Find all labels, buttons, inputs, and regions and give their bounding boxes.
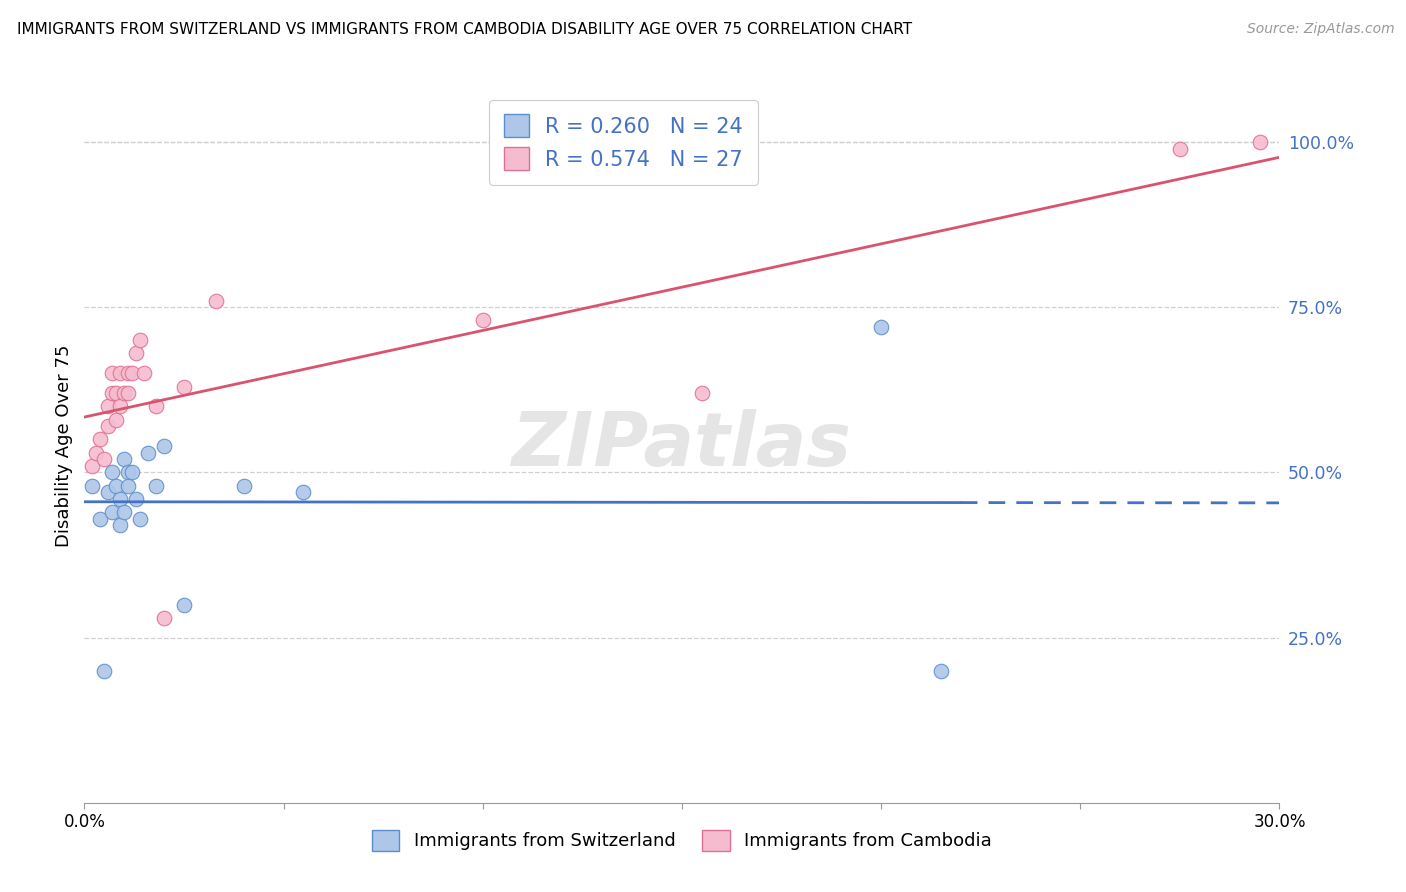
Point	[292, 485, 315, 500]
Point	[101, 505, 124, 519]
Y-axis label: Disability Age Over 75: Disability Age Over 75	[55, 344, 73, 548]
Point	[145, 478, 167, 492]
Point	[110, 400, 132, 414]
Point	[97, 419, 120, 434]
Point	[173, 598, 195, 612]
Point	[145, 400, 167, 414]
Point	[93, 664, 115, 678]
Point	[153, 439, 176, 453]
Point	[93, 452, 115, 467]
Point	[129, 333, 152, 347]
Point	[117, 478, 139, 492]
Point	[101, 367, 124, 381]
Point	[232, 478, 254, 492]
Point	[112, 452, 135, 467]
Point	[125, 491, 148, 506]
Point	[101, 466, 124, 480]
Point	[173, 379, 195, 393]
Point	[121, 367, 143, 381]
Point	[471, 313, 494, 327]
Point	[129, 511, 152, 525]
Point	[153, 611, 176, 625]
Point	[89, 511, 111, 525]
Point	[110, 367, 132, 381]
Text: ZIPatlas: ZIPatlas	[512, 409, 852, 483]
Point	[136, 445, 159, 459]
Text: Source: ZipAtlas.com: Source: ZipAtlas.com	[1247, 22, 1395, 37]
Point	[82, 478, 104, 492]
Point	[117, 386, 139, 401]
Legend: Immigrants from Switzerland, Immigrants from Cambodia: Immigrants from Switzerland, Immigrants …	[366, 822, 998, 858]
Point	[1168, 142, 1191, 156]
Point	[110, 491, 132, 506]
Point	[97, 400, 120, 414]
Point	[105, 386, 128, 401]
Point	[1249, 135, 1271, 149]
Point	[110, 518, 132, 533]
Point	[112, 505, 135, 519]
Point	[205, 293, 228, 308]
Point	[132, 367, 156, 381]
Point	[125, 346, 148, 360]
Point	[117, 367, 139, 381]
Point	[105, 412, 128, 426]
Point	[86, 445, 108, 459]
Point	[870, 320, 893, 334]
Point	[82, 458, 104, 473]
Point	[112, 386, 135, 401]
Point	[97, 485, 120, 500]
Point	[117, 466, 139, 480]
Point	[89, 433, 111, 447]
Point	[690, 386, 713, 401]
Point	[101, 386, 124, 401]
Point	[105, 478, 128, 492]
Point	[929, 664, 952, 678]
Point	[121, 466, 143, 480]
Text: IMMIGRANTS FROM SWITZERLAND VS IMMIGRANTS FROM CAMBODIA DISABILITY AGE OVER 75 C: IMMIGRANTS FROM SWITZERLAND VS IMMIGRANT…	[17, 22, 912, 37]
